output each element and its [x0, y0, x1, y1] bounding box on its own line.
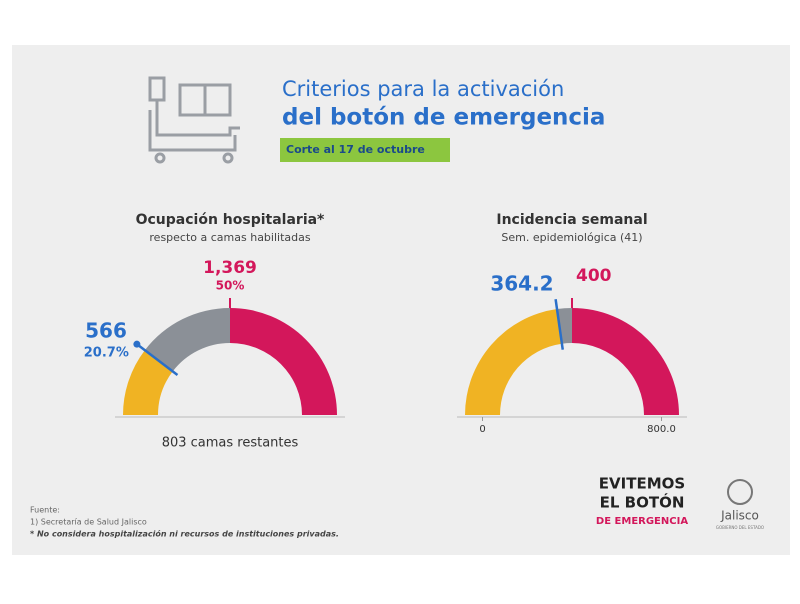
logo-line: EL BOTÓN — [600, 493, 685, 512]
threshold-label: 1,369 — [203, 258, 257, 278]
segment-below — [123, 350, 173, 415]
brand: Jalisco — [720, 509, 759, 523]
crest — [727, 479, 753, 505]
gauge-title: Incidencia semanal — [496, 212, 647, 228]
gauge-subtitle: respecto a camas habilitadas — [149, 231, 310, 244]
card — [12, 45, 790, 555]
title-line1: Criterios para la activación — [282, 77, 564, 101]
value-label: 566 — [85, 319, 127, 343]
gauge-subtitle: Sem. epidemiológica (41) — [501, 231, 642, 244]
gauge-title: Ocupación hospitalaria* — [136, 212, 325, 228]
bed-icon — [148, 76, 240, 164]
title-line2: del botón de emergencia — [282, 105, 605, 131]
threshold-label: 400 — [576, 266, 612, 286]
segment-between — [144, 307, 230, 372]
tick-label: 0 — [479, 424, 485, 435]
logo-line: EVITEMOS — [599, 475, 685, 493]
segment-above — [230, 308, 337, 415]
source-title: Fuente: — [30, 506, 60, 515]
value-marker — [136, 343, 179, 377]
segment-above — [572, 308, 679, 415]
value-label: 364.2 — [490, 272, 553, 296]
marker-dot — [133, 340, 141, 348]
gauge-note: 803 camas restantes — [162, 436, 299, 451]
value-marker — [554, 298, 564, 350]
date: Corte al 17 de octubre — [286, 143, 425, 156]
segment-below — [465, 309, 562, 415]
disclaimer: * No considera hospitalización ni recurs… — [30, 529, 339, 539]
source: 1) Secretaría de Salud Jalisco — [30, 518, 147, 527]
date-badge — [280, 138, 450, 162]
logo-line: DE EMERGENCIA — [596, 516, 688, 527]
brand-sub: GOBIERNO DEL ESTADO — [716, 525, 764, 530]
tick-label: 800.0 — [647, 424, 676, 435]
percent-label: 20.7% — [84, 346, 129, 361]
threshold-percent: 50% — [216, 279, 245, 293]
